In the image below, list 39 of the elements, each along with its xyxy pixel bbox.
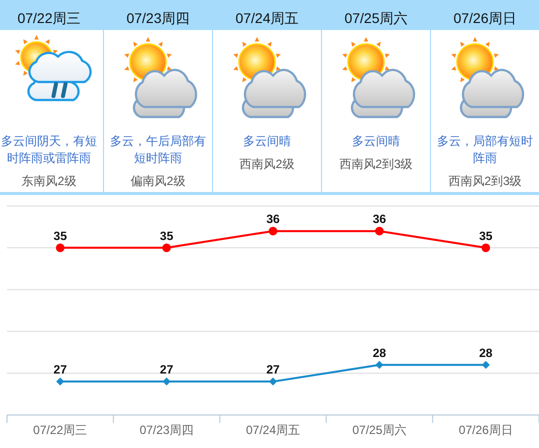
data-label: 27 [266, 362, 280, 377]
x-tick-label: 07/25周六 [352, 423, 406, 437]
data-label: 35 [479, 228, 493, 243]
x-tick-label: 07/26周日 [458, 423, 513, 437]
point [56, 378, 64, 386]
point [375, 226, 384, 236]
text: 东南风2级 [22, 173, 76, 190]
text: 西南风2到3级 [448, 173, 522, 190]
category-label: 07/24周五 [234, 9, 300, 28]
point [482, 244, 490, 252]
data-label: 36 [266, 212, 280, 226]
data-label: 36 [372, 212, 386, 226]
point [269, 378, 277, 386]
category-label: 07/23周四 [125, 9, 191, 28]
text: 多云间晴 [243, 133, 291, 150]
category-label: 07/25周六 [343, 9, 409, 28]
point [482, 360, 490, 369]
text: 西南风2到3级 [339, 156, 413, 173]
x-tick-label: 07/23周四 [140, 423, 194, 437]
point [375, 360, 384, 369]
data-label: 28 [479, 346, 493, 360]
text: 多云间晴 [352, 133, 400, 150]
x-tick-label: 07/24周五 [246, 423, 300, 437]
text: 多云，午后局部有短时阵雨 [109, 133, 207, 167]
x-tick-label: 07/22周三 [33, 423, 88, 437]
point [56, 244, 64, 252]
category-label: 07/26周日 [452, 9, 518, 28]
point [162, 244, 171, 252]
point [268, 226, 278, 236]
category-label: 07/22周三 [16, 9, 82, 28]
text: 多云间阴天，有短时阵雨或雷阵雨 [0, 133, 98, 167]
data-label: 27 [160, 362, 174, 377]
text: 西南风2级 [240, 156, 294, 173]
data-label: 27 [54, 362, 68, 377]
data-label: 35 [54, 228, 68, 243]
text: 偏南风2级 [130, 173, 186, 190]
data-label: 28 [372, 346, 386, 360]
data-label: 35 [160, 228, 174, 243]
text: 多云，局部有短时阵雨 [436, 133, 534, 167]
